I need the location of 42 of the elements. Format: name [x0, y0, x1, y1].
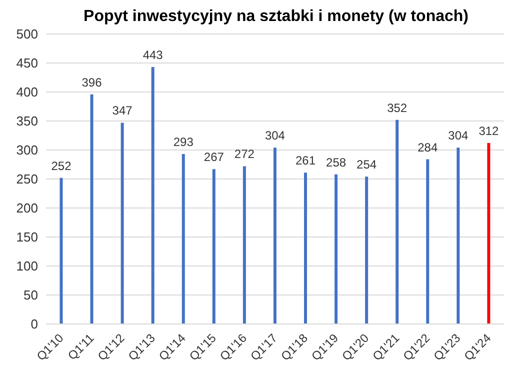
data-label: 254	[356, 158, 377, 172]
bar	[334, 174, 338, 324]
bar	[120, 122, 124, 324]
bar	[151, 67, 154, 324]
bar	[60, 178, 63, 324]
bar	[90, 94, 94, 324]
bar	[182, 154, 185, 324]
data-label: 267	[204, 150, 224, 164]
bar	[365, 176, 368, 324]
y-tick-label: 50	[24, 288, 38, 303]
bar	[426, 159, 430, 324]
bar	[242, 166, 246, 324]
y-tick-label: 100	[16, 258, 38, 274]
data-label: 284	[418, 140, 438, 154]
data-label: 443	[142, 48, 164, 62]
bar	[304, 172, 308, 324]
y-tick-label: 400	[16, 84, 38, 100]
bar	[396, 120, 399, 324]
y-tick-label: 500	[16, 26, 38, 42]
data-label: 304	[448, 128, 469, 143]
data-label: 347	[112, 104, 133, 118]
bar	[456, 148, 460, 324]
y-tick-label: 450	[16, 56, 38, 71]
data-label: 252	[51, 158, 72, 173]
y-tick-label: 200	[16, 200, 38, 216]
data-label: 352	[387, 100, 408, 115]
data-label: 293	[173, 135, 194, 150]
y-tick-label: 0	[30, 316, 38, 332]
y-tick-label: 250	[16, 172, 38, 187]
data-label: 261	[295, 154, 316, 168]
data-label: 396	[82, 75, 102, 90]
chart-title: Popyt inwestycyjny na sztabki i monety (w tonach)	[82, 8, 470, 26]
bar	[487, 143, 490, 324]
y-tick-label: 300	[16, 142, 38, 158]
bar	[212, 169, 216, 324]
data-label: 304	[264, 128, 286, 143]
y-tick-label: 350	[16, 114, 38, 129]
bar	[273, 148, 276, 324]
data-label: 312	[478, 124, 500, 138]
data-label: 258	[326, 155, 346, 170]
data-label: 272	[234, 147, 255, 162]
y-tick-label: 150	[16, 230, 38, 245]
